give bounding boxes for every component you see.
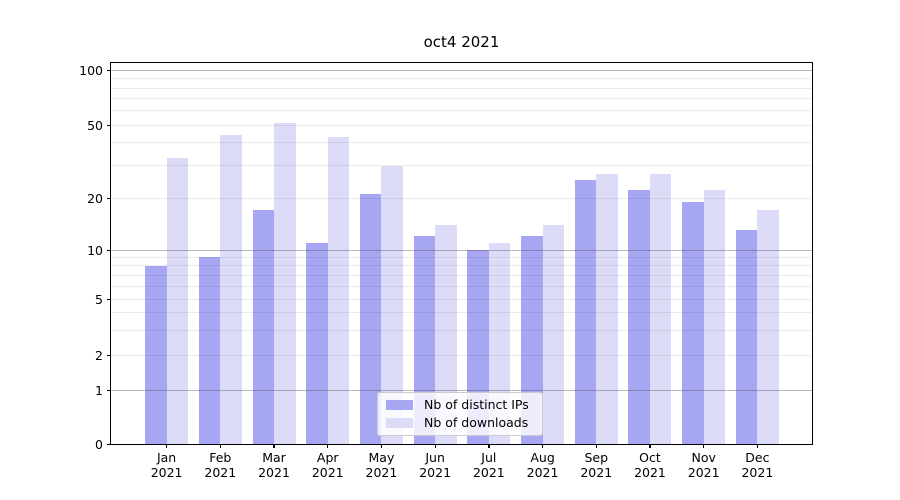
x-tick-label-jan: Jan 2021 bbox=[150, 450, 183, 480]
bar-downloads-aug bbox=[542, 224, 565, 444]
gridline-minor-30 bbox=[111, 165, 812, 167]
y-tick-100 bbox=[107, 70, 111, 72]
gridline-minor-8 bbox=[111, 265, 812, 267]
bar-ips-oct bbox=[628, 190, 650, 444]
y-tick-20 bbox=[107, 197, 111, 199]
gridline-minor-50 bbox=[111, 124, 812, 126]
gridline-major-100 bbox=[111, 70, 812, 72]
gridline-major-10 bbox=[111, 249, 812, 251]
gridline-minor-9 bbox=[111, 256, 812, 258]
x-tick-aug bbox=[541, 444, 544, 448]
y-tick-label-1: 1 bbox=[95, 382, 103, 398]
gridline-minor-6 bbox=[111, 285, 812, 287]
legend: Nb of distinct IPs Nb of downloads bbox=[377, 392, 543, 436]
gridline-minor-80 bbox=[111, 87, 812, 89]
x-tick-label-jun: Jun 2021 bbox=[419, 450, 452, 480]
gridline-minor-70 bbox=[111, 98, 812, 100]
x-tick-label-oct: Oct 2021 bbox=[634, 450, 666, 480]
x-tick-may bbox=[380, 444, 383, 448]
y-tick-1 bbox=[107, 389, 111, 391]
x-tick-mar bbox=[273, 444, 275, 448]
gridline-minor-7 bbox=[111, 274, 812, 276]
bar-ips-feb bbox=[198, 257, 221, 444]
x-tick-label-sep: Sep 2021 bbox=[580, 450, 613, 480]
x-tick-jul bbox=[488, 444, 490, 448]
x-tick-label-jul: Jul 2021 bbox=[472, 450, 505, 480]
bar-ips-dec bbox=[735, 230, 758, 444]
chart-title: oct4 2021 bbox=[423, 33, 500, 51]
bar-ips-mar bbox=[252, 210, 275, 444]
x-tick-jan bbox=[166, 444, 168, 448]
x-tick-label-nov: Nov 2021 bbox=[687, 450, 720, 480]
x-tick-dec bbox=[756, 444, 759, 448]
x-tick-label-mar: Mar 2021 bbox=[258, 450, 290, 480]
x-tick-feb bbox=[219, 444, 221, 448]
y-tick-50 bbox=[107, 124, 111, 126]
x-tick-label-aug: Aug 2021 bbox=[526, 450, 559, 480]
bar-downloads-jan bbox=[166, 158, 189, 444]
legend-label-downloads: Nb of downloads bbox=[424, 415, 529, 430]
bar-ips-jan bbox=[145, 265, 167, 444]
gridline-minor-5 bbox=[111, 298, 812, 300]
bar-downloads-may bbox=[381, 165, 403, 444]
bar-downloads-dec bbox=[757, 210, 779, 444]
y-tick-label-0: 0 bbox=[95, 436, 103, 452]
bar-ips-may bbox=[359, 194, 382, 444]
x-tick-label-dec: Dec 2021 bbox=[741, 450, 774, 480]
x-tick-sep bbox=[595, 444, 597, 448]
x-tick-nov bbox=[703, 444, 705, 448]
bar-downloads-oct bbox=[649, 174, 672, 444]
x-tick-label-apr: Apr 2021 bbox=[311, 450, 344, 480]
bar-downloads-apr bbox=[327, 137, 350, 444]
bar-downloads-mar bbox=[274, 123, 296, 444]
legend-swatch-distinct-ips bbox=[386, 399, 413, 411]
gridline-minor-60 bbox=[111, 110, 812, 112]
y-tick-label-100: 100 bbox=[79, 63, 103, 79]
gridline-major-1 bbox=[111, 389, 812, 391]
x-tick-jun bbox=[434, 444, 436, 448]
gridline-minor-90 bbox=[111, 78, 812, 80]
gridline-minor-4 bbox=[111, 312, 812, 314]
legend-label-distinct-ips: Nb of distinct IPs bbox=[424, 397, 529, 412]
y-tick-label-50: 50 bbox=[87, 117, 103, 133]
y-tick-5 bbox=[107, 298, 111, 300]
gridline-minor-20 bbox=[111, 197, 812, 199]
bar-ips-nov bbox=[682, 201, 704, 444]
x-tick-label-may: May 2021 bbox=[365, 450, 398, 480]
y-tick-10 bbox=[107, 249, 111, 251]
y-tick-label-2: 2 bbox=[95, 348, 103, 363]
gridline-minor-40 bbox=[111, 142, 812, 144]
x-tick-oct bbox=[649, 444, 651, 448]
bar-ips-sep bbox=[574, 180, 597, 444]
legend-row-distinct-ips: Nb of distinct IPs bbox=[386, 398, 534, 412]
y-tick-label-20: 20 bbox=[87, 190, 103, 206]
legend-swatch-downloads bbox=[386, 417, 413, 429]
bar-downloads-feb bbox=[220, 135, 242, 444]
gridline-minor-2 bbox=[111, 355, 812, 356]
bar-downloads-jun bbox=[435, 224, 457, 444]
y-tick-label-10: 10 bbox=[87, 242, 103, 258]
bar-downloads-sep bbox=[596, 174, 618, 444]
legend-row-downloads: Nb of downloads bbox=[386, 416, 534, 430]
y-tick-2 bbox=[107, 355, 111, 357]
y-tick-label-5: 5 bbox=[95, 291, 103, 307]
gridline-minor-3 bbox=[111, 329, 812, 331]
bar-ips-apr bbox=[306, 242, 328, 444]
x-tick-label-feb: Feb 2021 bbox=[204, 450, 237, 480]
x-tick-apr bbox=[327, 444, 329, 448]
bar-downloads-nov bbox=[703, 190, 726, 444]
y-tick-0 bbox=[107, 443, 111, 445]
